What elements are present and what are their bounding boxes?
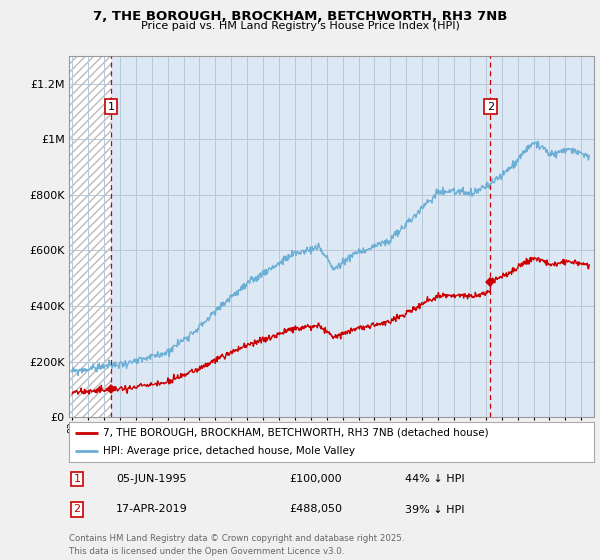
Text: 7, THE BOROUGH, BROCKHAM, BETCHWORTH, RH3 7NB (detached house): 7, THE BOROUGH, BROCKHAM, BETCHWORTH, RH… [103, 428, 489, 437]
Text: 1: 1 [107, 101, 115, 111]
Text: £488,050: £488,050 [290, 505, 343, 515]
Text: 7, THE BOROUGH, BROCKHAM, BETCHWORTH, RH3 7NB: 7, THE BOROUGH, BROCKHAM, BETCHWORTH, RH… [93, 10, 507, 23]
Text: HPI: Average price, detached house, Mole Valley: HPI: Average price, detached house, Mole… [103, 446, 355, 456]
Text: 2: 2 [487, 101, 494, 111]
Text: Contains HM Land Registry data © Crown copyright and database right 2025.
This d: Contains HM Land Registry data © Crown c… [69, 534, 404, 556]
Text: 17-APR-2019: 17-APR-2019 [116, 505, 188, 515]
Text: 1: 1 [73, 474, 80, 484]
Text: £100,000: £100,000 [290, 474, 342, 484]
Bar [69, 56, 111, 417]
Text: 05-JUN-1995: 05-JUN-1995 [116, 474, 187, 484]
Text: 44% ↓ HPI: 44% ↓ HPI [405, 474, 464, 484]
Text: 39% ↓ HPI: 39% ↓ HPI [405, 505, 464, 515]
Text: 2: 2 [73, 505, 80, 515]
Text: Price paid vs. HM Land Registry's House Price Index (HPI): Price paid vs. HM Land Registry's House … [140, 21, 460, 31]
